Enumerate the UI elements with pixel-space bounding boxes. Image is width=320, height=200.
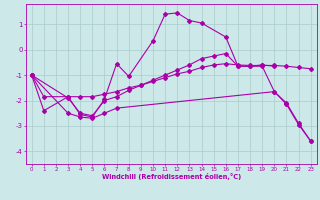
X-axis label: Windchill (Refroidissement éolien,°C): Windchill (Refroidissement éolien,°C): [101, 173, 241, 180]
